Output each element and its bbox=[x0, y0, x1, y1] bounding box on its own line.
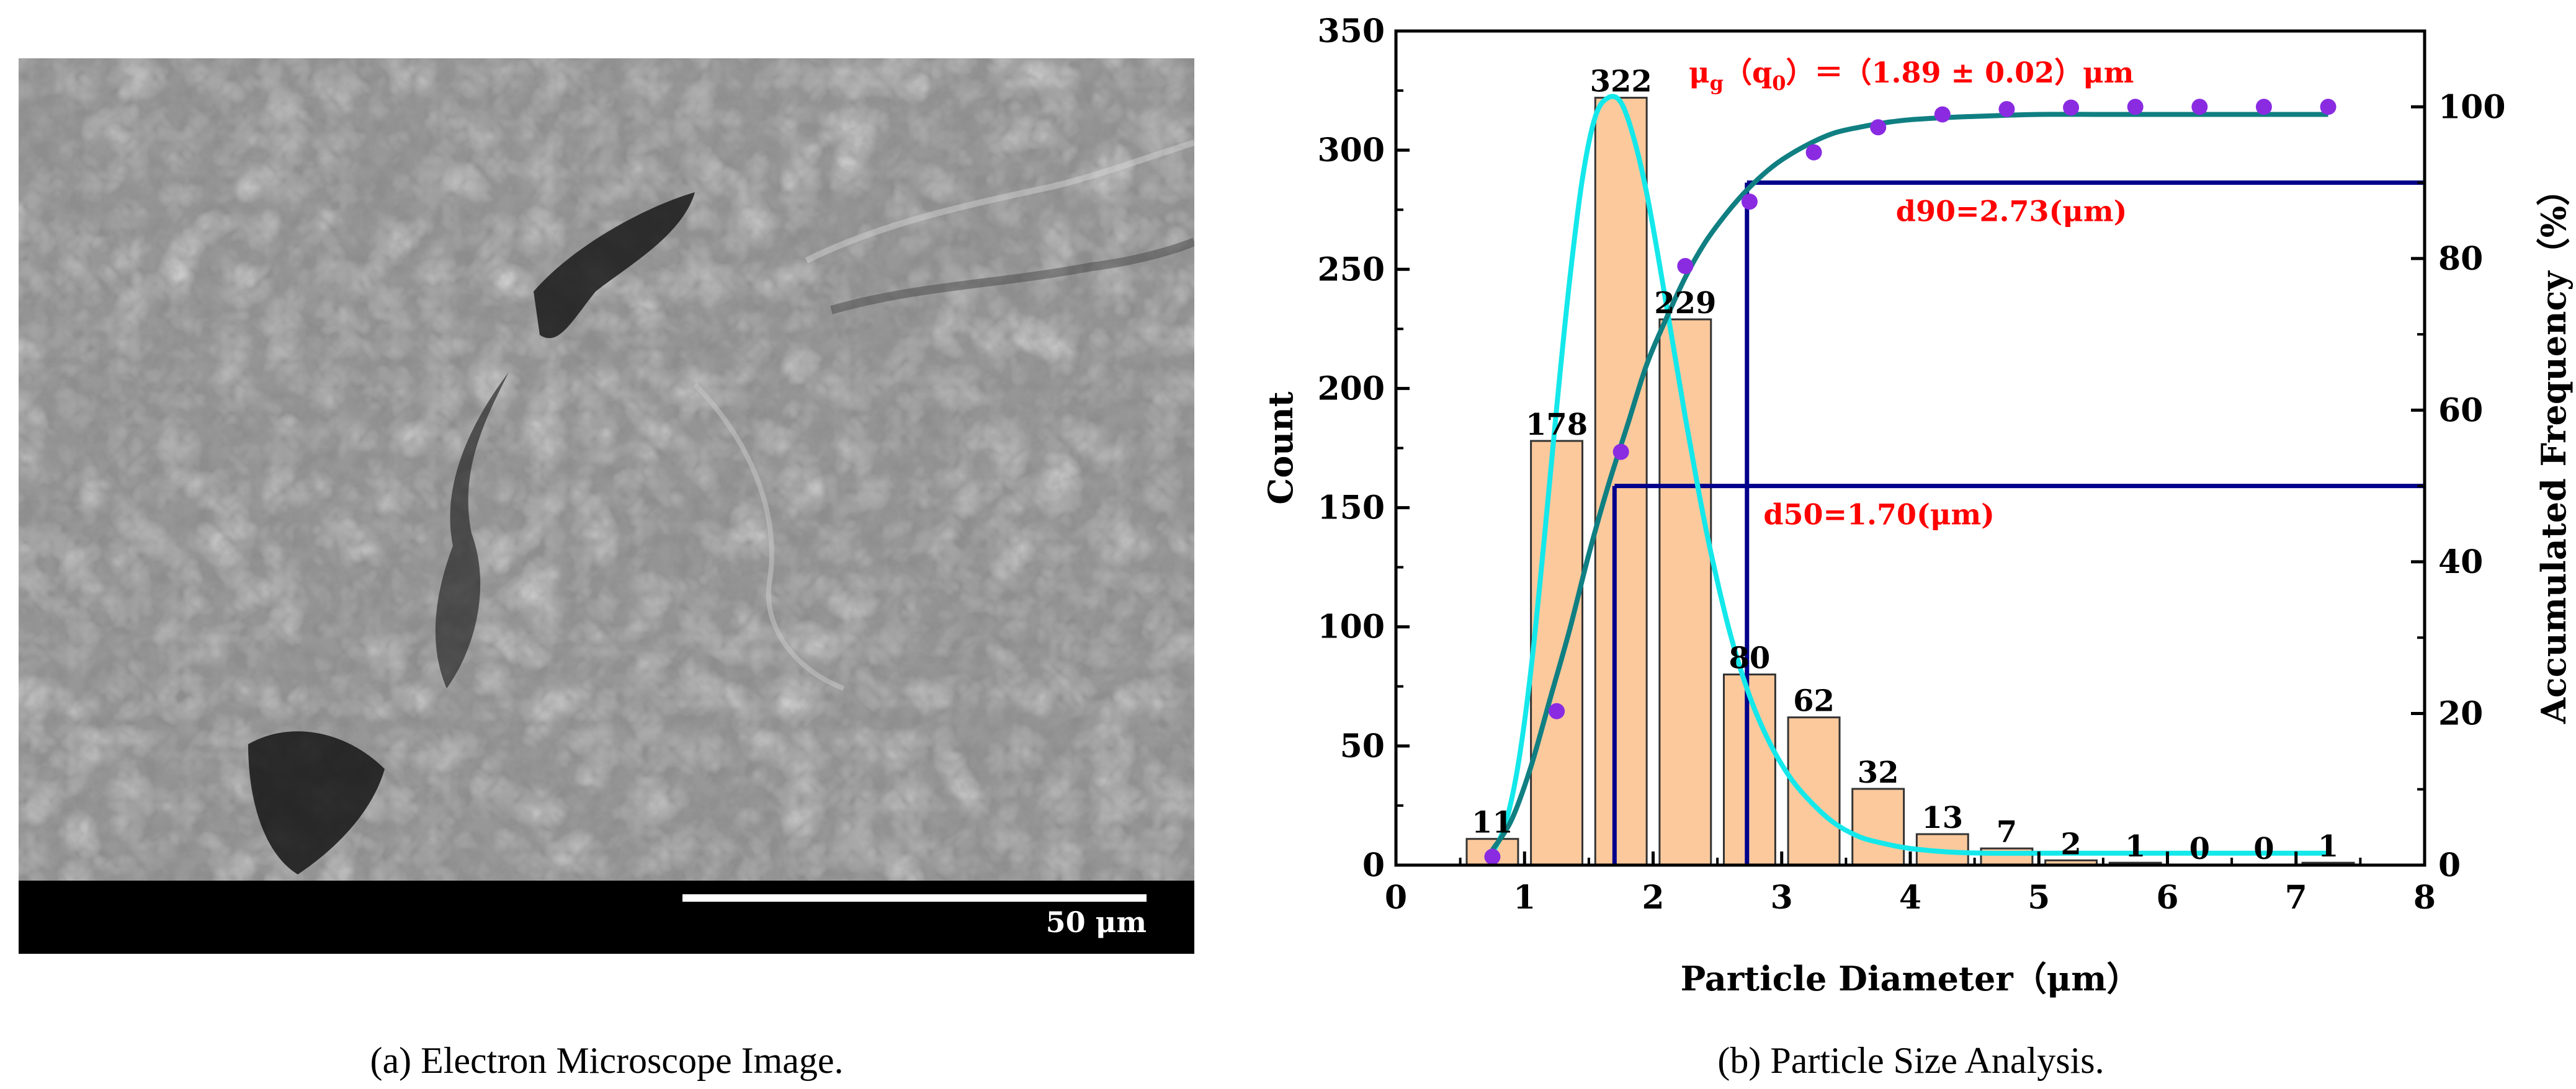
bar-label-7: 13 bbox=[1921, 801, 1963, 835]
caption-b-text: Particle Size Analysis. bbox=[1761, 1040, 2104, 1081]
cumulative-point-11 bbox=[2191, 99, 2208, 115]
bar-label-4: 80 bbox=[1729, 641, 1771, 676]
y-tick-label-2: 100 bbox=[1317, 608, 1385, 646]
y-axis-label: Count bbox=[1261, 391, 1300, 505]
guide-label-0: d50=1.70(μm) bbox=[1763, 498, 1995, 531]
bar-1 bbox=[1530, 440, 1584, 866]
y2-axis-label: Accumulated Frequency（%） bbox=[2534, 172, 2574, 724]
y2-tick-label-5: 100 bbox=[2438, 88, 2506, 126]
cumulative-point-0 bbox=[1484, 848, 1501, 865]
mu-open: （q bbox=[1724, 56, 1772, 89]
cumulative-point-10 bbox=[2127, 99, 2144, 115]
bar-6 bbox=[1851, 788, 1905, 866]
histogram-bars bbox=[1465, 97, 2355, 866]
x-axis-label: Particle Diameter（μm） bbox=[1681, 959, 2140, 998]
x-tick-label-1: 1 bbox=[1513, 879, 1536, 917]
bar-2 bbox=[1594, 97, 1648, 866]
cumulative-point-5 bbox=[1805, 144, 1822, 161]
caption-b-letter: (b) bbox=[1717, 1040, 1761, 1081]
guide-labels: d50=1.70(μm) d90=2.73(μm) bbox=[1763, 195, 2127, 531]
x-tick-label-5: 5 bbox=[2028, 879, 2050, 917]
bar-4 bbox=[1722, 673, 1776, 866]
mu-symbol: μ bbox=[1689, 56, 1710, 89]
cumulative-point-3 bbox=[1677, 258, 1694, 275]
sem-image-panel: 50 μm (a) Electron Microscope Image. bbox=[19, 58, 1194, 1081]
bar-label-13: 1 bbox=[2318, 829, 2338, 864]
y-tick-label-1: 50 bbox=[1340, 727, 1385, 765]
x-tick-label-7: 7 bbox=[2285, 879, 2307, 917]
y-axis-ticks: 0 50 100 150 200 250 300 350 bbox=[1317, 12, 1410, 884]
mu-sub-g: g bbox=[1710, 71, 1724, 95]
y-tick-label-5: 250 bbox=[1317, 251, 1385, 288]
cumulative-points bbox=[1484, 99, 2337, 865]
x-tick-label-8: 8 bbox=[2413, 879, 2436, 917]
sem-info-bar bbox=[19, 881, 1194, 954]
bar-label-12: 0 bbox=[2253, 832, 2274, 866]
cumulative-fit-curve bbox=[1490, 112, 2328, 851]
guide-lines bbox=[1612, 180, 2425, 865]
cumulative-point-8 bbox=[1998, 100, 2015, 117]
bar-label-3: 229 bbox=[1654, 286, 1716, 321]
y-tick-label-7: 350 bbox=[1317, 12, 1385, 50]
cumulative-point-12 bbox=[2255, 99, 2272, 115]
sem-micrograph bbox=[19, 58, 1194, 881]
bar-label-8: 7 bbox=[1997, 815, 2017, 850]
caption-a-text: Electron Microscope Image. bbox=[411, 1040, 843, 1081]
y2-tick-label-4: 80 bbox=[2438, 240, 2483, 278]
mu-sub-0: 0 bbox=[1772, 71, 1786, 95]
cumulative-point-1 bbox=[1549, 703, 1565, 719]
guide-label-1: d90=2.73(μm) bbox=[1896, 195, 2127, 228]
y2-tick-label-3: 60 bbox=[2438, 391, 2483, 429]
x-tick-label-4: 4 bbox=[1899, 879, 1921, 917]
y2-tick-label-2: 40 bbox=[2438, 543, 2483, 581]
x-tick-label-6: 6 bbox=[2156, 879, 2178, 917]
bar-label-6: 32 bbox=[1858, 755, 1899, 790]
bar-label-2: 322 bbox=[1590, 64, 1652, 99]
y2-axis-ticks: 0 20 40 60 80 100 bbox=[2411, 30, 2506, 884]
y-tick-label-3: 150 bbox=[1317, 489, 1385, 527]
cumulative-point-13 bbox=[2320, 99, 2337, 115]
bar-label-9: 2 bbox=[2060, 827, 2081, 861]
bar-count-labels: 11 178 322 229 80 62 32 13 7 2 1 0 0 1 bbox=[1472, 64, 2338, 866]
caption-a-letter: (a) bbox=[370, 1040, 412, 1081]
bar-5 bbox=[1787, 716, 1841, 866]
bar-label-10: 1 bbox=[2125, 829, 2145, 864]
cumulative-point-7 bbox=[1934, 106, 1951, 123]
bar-label-11: 0 bbox=[2189, 832, 2210, 866]
cumulative-point-2 bbox=[1612, 443, 1629, 460]
caption-b: (b) Particle Size Analysis. bbox=[1717, 1040, 2104, 1081]
bar-label-1: 178 bbox=[1526, 407, 1588, 442]
bar-3 bbox=[1658, 318, 1712, 866]
cumulative-point-9 bbox=[2063, 99, 2080, 116]
pdf-fit-curve bbox=[1490, 94, 2328, 856]
bar-label-5: 62 bbox=[1793, 684, 1835, 719]
x-axis-ticks: 0 1 2 3 4 5 6 7 8 bbox=[1385, 851, 2436, 917]
mu-annotation: μg（q0）＝（1.89 ± 0.02）μm bbox=[1689, 56, 2134, 95]
y-tick-label-4: 200 bbox=[1317, 370, 1385, 407]
y2-tick-label-1: 20 bbox=[2438, 695, 2483, 732]
x-tick-label-3: 3 bbox=[1771, 879, 1793, 917]
cumulative-point-4 bbox=[1741, 193, 1758, 210]
x-tick-label-0: 0 bbox=[1385, 879, 1407, 917]
y-tick-label-6: 300 bbox=[1317, 131, 1385, 169]
y-tick-label-0: 0 bbox=[1362, 847, 1385, 884]
y2-tick-label-0: 0 bbox=[2438, 847, 2461, 884]
bar-label-0: 11 bbox=[1472, 806, 1513, 840]
mu-rest: ）＝（1.89 ± 0.02）μm bbox=[1786, 56, 2134, 89]
caption-a: (a) Electron Microscope Image. bbox=[370, 1040, 844, 1081]
cumulative-point-6 bbox=[1870, 119, 1887, 136]
scale-bar-label: 50 μm bbox=[1046, 905, 1147, 939]
x-tick-label-2: 2 bbox=[1642, 879, 1664, 917]
